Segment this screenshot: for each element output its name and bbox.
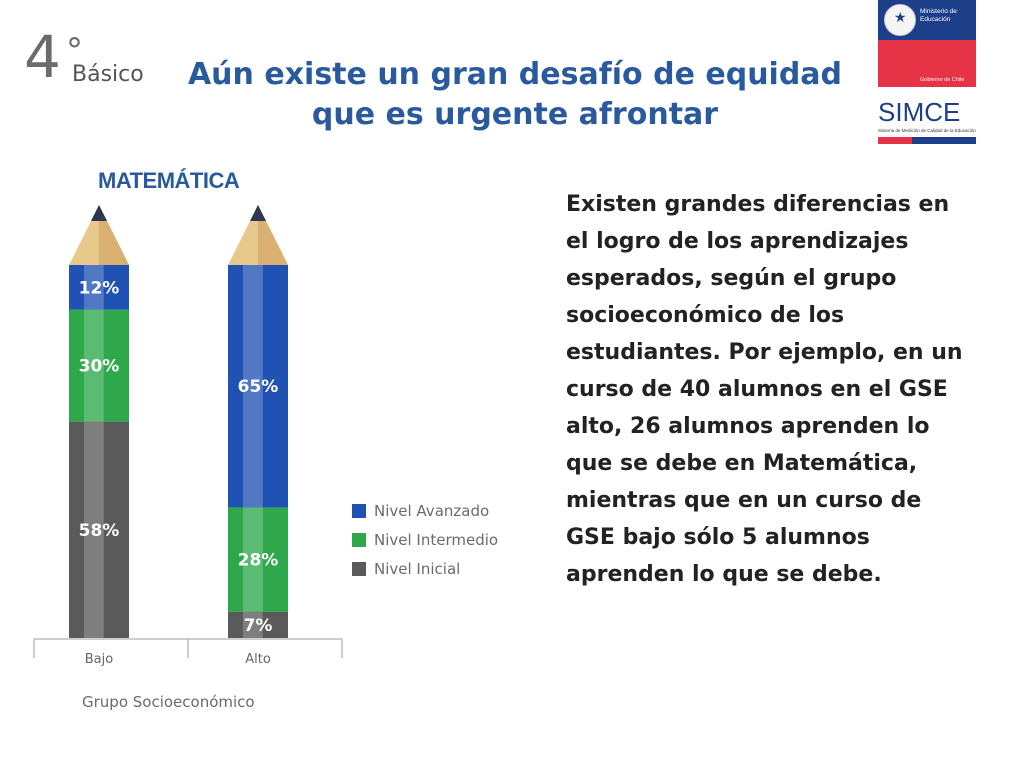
x-axis-label: Grupo Socioeconómico <box>82 693 255 711</box>
government-name: Gobierno de Chile <box>920 77 965 83</box>
ministry-name: Ministerio de Educación <box>920 8 957 23</box>
pencil-bar-chart: 12% 30% 58% Bajo 65% 28% 7% Alto <box>33 205 343 667</box>
simce-flag-bar <box>878 137 976 144</box>
bar-segment-highlight <box>84 421 104 638</box>
grade-label: Básico <box>72 62 144 87</box>
chart-legend: Nivel Avanzado Nivel Intermedio Nivel Inic… <box>352 496 498 583</box>
bar-segment-highlight <box>84 309 104 422</box>
x-tick-label: Alto <box>245 652 271 667</box>
legend-swatch <box>352 561 366 576</box>
legend-label: Nivel Intermedio <box>374 530 499 549</box>
legend-swatch <box>352 532 366 547</box>
bar-segment-highlight <box>84 265 104 310</box>
ministry-seal-icon: ★ <box>884 4 916 36</box>
legend-label: Nivel Inicial <box>374 559 461 578</box>
slide-title: Aún existe un gran desafío de equidad qu… <box>187 57 843 132</box>
grade-number: 4 <box>24 23 61 91</box>
bar-value-label: 7% <box>244 616 273 636</box>
legend-item: Nivel Inicial <box>352 554 498 583</box>
simce-subtitle: Sistema de Medición de Calidad de la Edu… <box>878 128 976 133</box>
bar-value-label: 28% <box>238 551 279 571</box>
legend-item: Nivel Intermedio <box>352 525 498 554</box>
grade-degree: ° <box>66 31 83 71</box>
x-tick-label: Bajo <box>85 652 113 667</box>
chart-title: MATEMÁTICA <box>98 168 240 193</box>
bar-segment-highlight <box>243 611 263 638</box>
bar-value-label: 30% <box>79 357 120 377</box>
grade-indicator: 4 ° Básico <box>24 28 144 86</box>
bar-segment-highlight <box>243 265 263 508</box>
bar-value-label: 58% <box>79 521 120 541</box>
bar-value-label: 65% <box>238 377 279 397</box>
bar-value-label: 12% <box>79 278 120 298</box>
legend-label: Nivel Avanzado <box>374 501 490 520</box>
pencil-graphite <box>91 205 107 221</box>
bar-segment-highlight <box>243 507 263 612</box>
pencil-graphite <box>250 205 266 221</box>
simce-logo: SIMCE <box>878 97 961 127</box>
explanation-text: Existen grandes diferencias en el logro … <box>566 192 963 587</box>
ministry-logo: ★ Ministerio de Educación Gobierno de Ch… <box>878 0 976 87</box>
legend-item: Nivel Avanzado <box>352 496 498 525</box>
legend-swatch <box>352 503 366 518</box>
